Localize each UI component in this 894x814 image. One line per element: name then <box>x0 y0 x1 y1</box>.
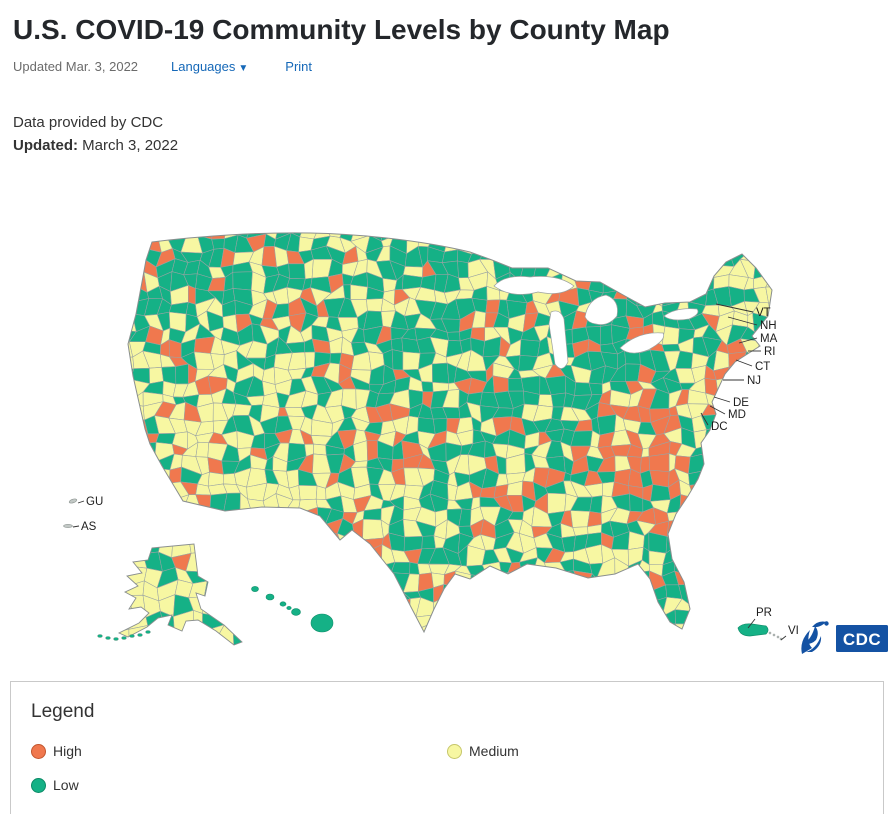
meta-row: Updated Mar. 3, 2022 Languages ▼ Print <box>13 59 894 74</box>
american-samoa-island[interactable] <box>63 524 73 528</box>
page: U.S. COVID-19 Community Levels by County… <box>0 10 894 814</box>
state-label-dc: DC <box>711 421 728 433</box>
great-lake <box>584 294 618 325</box>
aleutian-island[interactable] <box>105 636 111 640</box>
county-mosaic-mainland[interactable] <box>116 224 788 644</box>
aleutian-island[interactable] <box>113 637 119 641</box>
legend-item-high: High <box>31 743 447 759</box>
aleutian-island[interactable] <box>129 634 135 638</box>
hhs-eagle-icon <box>801 621 829 654</box>
low-level-swatch <box>31 777 46 793</box>
leader-line-ma <box>738 337 758 344</box>
leader-line-md <box>709 405 726 415</box>
state-label-md: MD <box>728 409 746 421</box>
languages-dropdown[interactable]: Languages ▼ <box>171 59 248 74</box>
leader-line-vi <box>780 635 787 641</box>
state-label-vt: VT <box>756 307 771 319</box>
aleutian-island[interactable] <box>145 630 151 634</box>
cdc-logo-text: CDC <box>843 630 881 649</box>
updated-label: Updated: <box>13 137 78 154</box>
updated-line: Updated: March 3, 2022 <box>13 134 894 157</box>
leader-line-ct <box>735 359 753 367</box>
updated-value: March 3, 2022 <box>82 137 179 154</box>
great-lake <box>493 276 575 295</box>
hawaii-island[interactable] <box>265 593 275 601</box>
updated-date-short: Updated Mar. 3, 2022 <box>13 59 139 74</box>
leader-line-as <box>72 525 80 528</box>
guam-island[interactable] <box>68 498 78 504</box>
territory-label-as: AS <box>81 521 97 533</box>
covid-community-levels-map[interactable]: VT NH MA RI CT NJ DE MD DC GU AS PR VI CDC <box>0 224 894 664</box>
data-source-block: Data provided by CDC Updated: March 3, 2… <box>13 111 894 157</box>
hawaii-island[interactable] <box>279 601 287 607</box>
state-label-de: DE <box>733 397 749 409</box>
leader-line-de <box>713 396 731 403</box>
county-mosaic-alaska[interactable] <box>111 535 253 664</box>
leader-line-gu <box>77 500 85 504</box>
legend-item-label: Low <box>53 777 79 793</box>
hawaii-island[interactable] <box>291 608 301 616</box>
legend-item-label: High <box>53 743 82 759</box>
state-label-nh: NH <box>760 320 777 332</box>
cdc-logo: CDC <box>836 625 888 652</box>
state-label-ct: CT <box>755 361 770 373</box>
great-lake <box>663 308 699 321</box>
legend-item-low: Low <box>31 777 447 793</box>
legend-item-label: Medium <box>469 743 519 759</box>
languages-label: Languages <box>171 59 236 74</box>
chevron-down-icon: ▼ <box>238 63 249 74</box>
puerto-rico[interactable] <box>737 623 769 637</box>
territory-label-gu: GU <box>86 496 103 508</box>
hawaii-island[interactable] <box>310 613 334 633</box>
virgin-islands-dot[interactable] <box>768 631 772 635</box>
legend-grid: High Medium Low <box>31 743 863 793</box>
medium-level-swatch <box>447 743 462 759</box>
great-lake <box>548 310 569 369</box>
print-link[interactable]: Print <box>285 59 313 74</box>
page-title: U.S. COVID-19 Community Levels by County… <box>13 14 670 45</box>
high-level-swatch <box>31 743 46 759</box>
hawaii-island[interactable] <box>251 586 259 592</box>
hawaii-island[interactable] <box>286 606 292 610</box>
leader-line-vt <box>715 303 754 313</box>
legend-item-medium: Medium <box>447 743 863 759</box>
state-label-nj: NJ <box>747 375 761 387</box>
state-label-ri: RI <box>764 346 776 358</box>
virgin-islands-dot[interactable] <box>772 633 776 637</box>
legend-panel: Legend High Medium Low <box>10 681 884 814</box>
territory-label-pr: PR <box>756 607 772 619</box>
virgin-islands-dot[interactable] <box>776 635 780 639</box>
data-provided-by: Data provided by CDC <box>13 114 164 131</box>
aleutian-island[interactable] <box>97 634 103 638</box>
aleutian-island[interactable] <box>137 633 143 637</box>
state-label-ma: MA <box>760 333 778 345</box>
aleutian-island[interactable] <box>121 636 127 640</box>
territory-label-vi: VI <box>788 625 799 637</box>
legend-title: Legend <box>31 701 95 722</box>
great-lake <box>619 332 664 354</box>
leader-line-nh <box>727 316 758 326</box>
leader-line-dc <box>700 412 709 426</box>
leader-line-pr <box>747 618 756 629</box>
